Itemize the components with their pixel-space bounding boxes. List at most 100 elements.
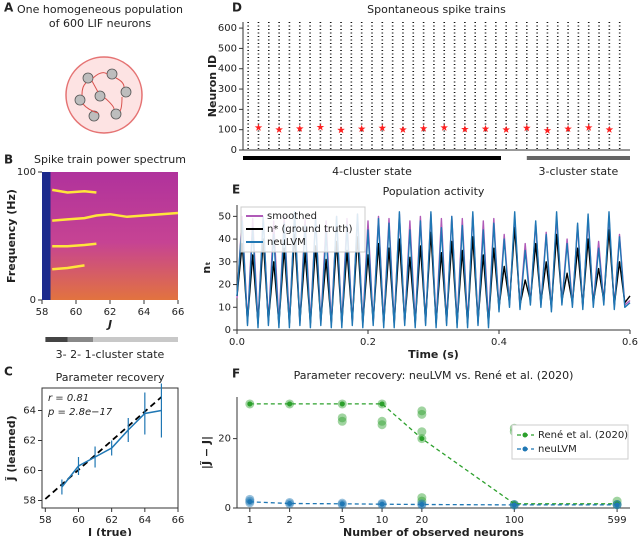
star-marker xyxy=(564,124,572,133)
median-marker xyxy=(614,502,620,508)
y-tick-label: 30 xyxy=(218,257,231,268)
star-marker xyxy=(461,125,469,133)
star-marker xyxy=(523,124,531,132)
scatter-point xyxy=(417,427,427,437)
star-marker xyxy=(357,124,366,133)
y-axis-label: Neuron ID xyxy=(206,55,219,117)
y-tick-label: 300 xyxy=(218,84,237,95)
heatmap-background xyxy=(42,172,178,300)
x-tick-label: 60 xyxy=(72,515,85,526)
legend-marker xyxy=(522,432,528,438)
x-tick-label: 58 xyxy=(39,515,52,526)
x-tick-label: 60 xyxy=(70,307,83,318)
x-tick-label: 62 xyxy=(105,515,118,526)
y-tick-label: 40 xyxy=(218,234,231,245)
y-tick-label: 400 xyxy=(218,64,237,75)
series-line xyxy=(236,211,631,329)
scatter-point xyxy=(377,420,387,430)
median-marker xyxy=(247,401,253,407)
x-tick-label: 0.0 xyxy=(229,337,245,348)
y-tick-label: 50 xyxy=(218,211,231,222)
state-segment xyxy=(93,337,178,342)
chart-title: Parameter recovery xyxy=(56,371,165,384)
y-axis-label: Frequency (Hz) xyxy=(5,189,18,283)
panel-label: D xyxy=(232,1,242,15)
spectral-ridge xyxy=(52,242,97,248)
star-marker xyxy=(502,125,510,133)
x-tick-label: 599 xyxy=(608,515,627,526)
legend-label: n* (ground truth) xyxy=(267,224,353,235)
star-marker xyxy=(440,123,448,131)
y-tick-label: 60 xyxy=(23,466,36,477)
y-tick-label: 100 xyxy=(17,167,36,178)
panel-label: A xyxy=(4,1,14,15)
chart-title: Spike train power spectrum xyxy=(34,153,186,166)
x-tick-label: 20 xyxy=(415,515,428,526)
spectral-ridge xyxy=(51,188,97,194)
x-tick-label: 100 xyxy=(505,515,524,526)
x-axis-label: Number of observed neurons xyxy=(343,526,524,536)
panel-a-title: One homogeneous population xyxy=(17,3,183,16)
y-tick-label: 20 xyxy=(218,434,231,445)
state-segment xyxy=(45,337,68,342)
spectral-ridge xyxy=(52,211,179,222)
x-tick-label: 62 xyxy=(104,307,117,318)
median-marker xyxy=(287,401,293,407)
state-label: 3-cluster state xyxy=(539,165,619,178)
state-bar xyxy=(243,156,501,160)
legend-label: René et al. (2020) xyxy=(538,429,628,441)
star-marker xyxy=(584,123,593,131)
median-marker xyxy=(419,436,425,442)
y-tick-label: 100 xyxy=(218,125,237,136)
median-marker xyxy=(339,501,345,507)
y-tick-label: 20 xyxy=(218,280,231,291)
median-marker xyxy=(379,401,385,407)
star-marker xyxy=(543,126,552,134)
star-marker xyxy=(378,124,387,132)
x-tick-label: 2 xyxy=(286,515,292,526)
y-tick-label: 500 xyxy=(218,43,237,54)
scatter-point xyxy=(377,416,387,426)
y-axis-label: |J̃ − J| xyxy=(200,436,213,469)
panel-label: F xyxy=(232,367,240,381)
median-marker xyxy=(247,499,253,505)
star-marker xyxy=(399,125,407,133)
plot-frame xyxy=(41,387,179,509)
y-tick-label: 10 xyxy=(218,302,231,313)
x-axis-label: J (true) xyxy=(87,526,132,536)
scatter-point xyxy=(417,493,427,503)
spectral-ridge xyxy=(52,264,85,271)
stat-annotation: r = 0.81 xyxy=(48,393,89,404)
state-label: 4-cluster state xyxy=(332,165,412,178)
x-tick-label: 58 xyxy=(36,307,49,318)
x-axis-label: Time (s) xyxy=(408,348,459,361)
star-marker xyxy=(419,124,428,132)
legend-box xyxy=(511,424,629,460)
y-tick-label: 0 xyxy=(231,145,237,156)
legend-label: smoothed xyxy=(267,211,317,222)
median-marker xyxy=(379,501,385,507)
panel-label: C xyxy=(4,365,13,379)
y-tick-label: 0 xyxy=(30,295,36,306)
legend-label: neuLVM xyxy=(267,237,306,248)
x-tick-label: 10 xyxy=(376,515,389,526)
star-marker xyxy=(337,126,345,134)
x-tick-label: 64 xyxy=(138,515,151,526)
chart-title: Parameter recovery: neuLVM vs. René et a… xyxy=(294,369,574,382)
star-marker xyxy=(316,123,325,131)
y-axis-label: J̃ (learned) xyxy=(5,415,18,481)
star-marker xyxy=(481,124,490,133)
panel-label: B xyxy=(4,153,13,167)
y-tick-label: 0 xyxy=(225,503,231,514)
scatter-point xyxy=(337,416,347,426)
y-tick-label: 600 xyxy=(218,23,237,34)
median-marker xyxy=(511,502,517,508)
median-marker xyxy=(287,500,293,506)
y-tick-label: 64 xyxy=(23,406,36,417)
silent-region xyxy=(42,172,51,300)
x-tick-label: 5 xyxy=(339,515,345,526)
chart-title: Spontaneous spike trains xyxy=(367,3,506,16)
chart-title: Population activity xyxy=(383,185,485,198)
network-diagram xyxy=(65,56,143,134)
